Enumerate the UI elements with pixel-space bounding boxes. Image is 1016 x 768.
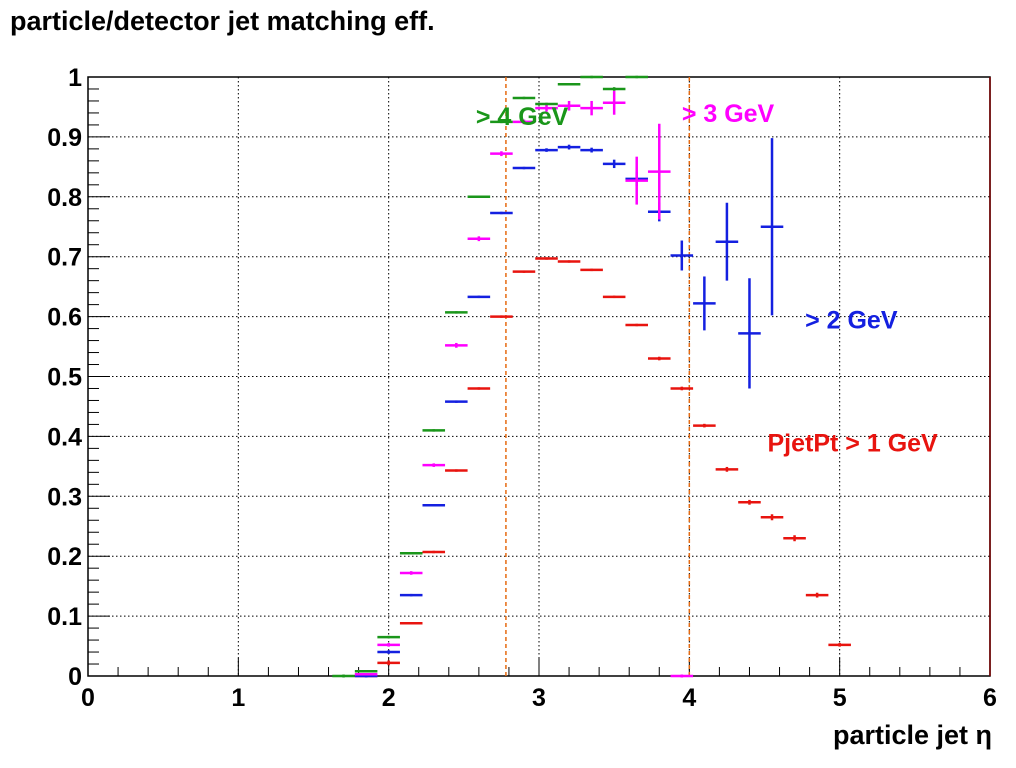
x-tick-label: 4 bbox=[682, 684, 696, 712]
x-tick-label: 2 bbox=[382, 684, 396, 712]
series-annotation: > 3 GeV bbox=[682, 100, 775, 128]
y-tick-label: 0.3 bbox=[47, 483, 82, 511]
y-tick-label: 0.4 bbox=[47, 423, 82, 451]
y-tick-label: 0.5 bbox=[47, 364, 82, 392]
x-tick-label: 6 bbox=[983, 684, 997, 712]
y-tick-label: 1 bbox=[68, 64, 82, 92]
series-annotation: > 4 GeV bbox=[476, 103, 569, 131]
page-title: particle/detector jet matching eff. bbox=[10, 6, 435, 36]
y-tick-label: 0 bbox=[68, 663, 82, 691]
x-tick-label: 5 bbox=[833, 684, 847, 712]
series-4 bbox=[332, 75, 648, 678]
y-tick-label: 0.7 bbox=[47, 244, 82, 272]
x-axis-label: particle jet η bbox=[832, 720, 992, 750]
series-annotation: > 2 GeV bbox=[805, 307, 898, 335]
y-tick-label: 0.6 bbox=[47, 304, 82, 332]
series-annotation: PjetPt > 1 GeV bbox=[768, 429, 939, 457]
series-1 bbox=[354, 257, 851, 678]
x-tick-label: 0 bbox=[81, 684, 95, 712]
y-tick-label: 0.2 bbox=[47, 543, 82, 571]
y-tick-label: 0.1 bbox=[47, 603, 82, 631]
x-tick-label: 3 bbox=[532, 684, 546, 712]
x-tick-label: 1 bbox=[231, 684, 245, 712]
y-tick-label: 0.8 bbox=[47, 184, 82, 212]
series-3 bbox=[354, 90, 694, 678]
series-2 bbox=[354, 138, 784, 678]
y-tick-label: 0.9 bbox=[47, 124, 82, 152]
